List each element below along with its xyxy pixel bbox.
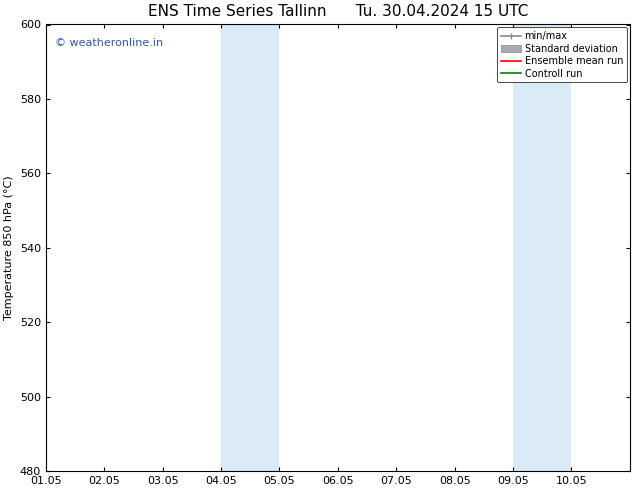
Bar bbox=[513, 24, 571, 471]
Y-axis label: Temperature 850 hPa (°C): Temperature 850 hPa (°C) bbox=[4, 175, 14, 320]
Bar bbox=[221, 24, 280, 471]
Text: © weatheronline.in: © weatheronline.in bbox=[55, 38, 163, 48]
Legend: min/max, Standard deviation, Ensemble mean run, Controll run: min/max, Standard deviation, Ensemble me… bbox=[497, 27, 627, 82]
Title: ENS Time Series Tallinn      Tu. 30.04.2024 15 UTC: ENS Time Series Tallinn Tu. 30.04.2024 1… bbox=[148, 4, 528, 19]
